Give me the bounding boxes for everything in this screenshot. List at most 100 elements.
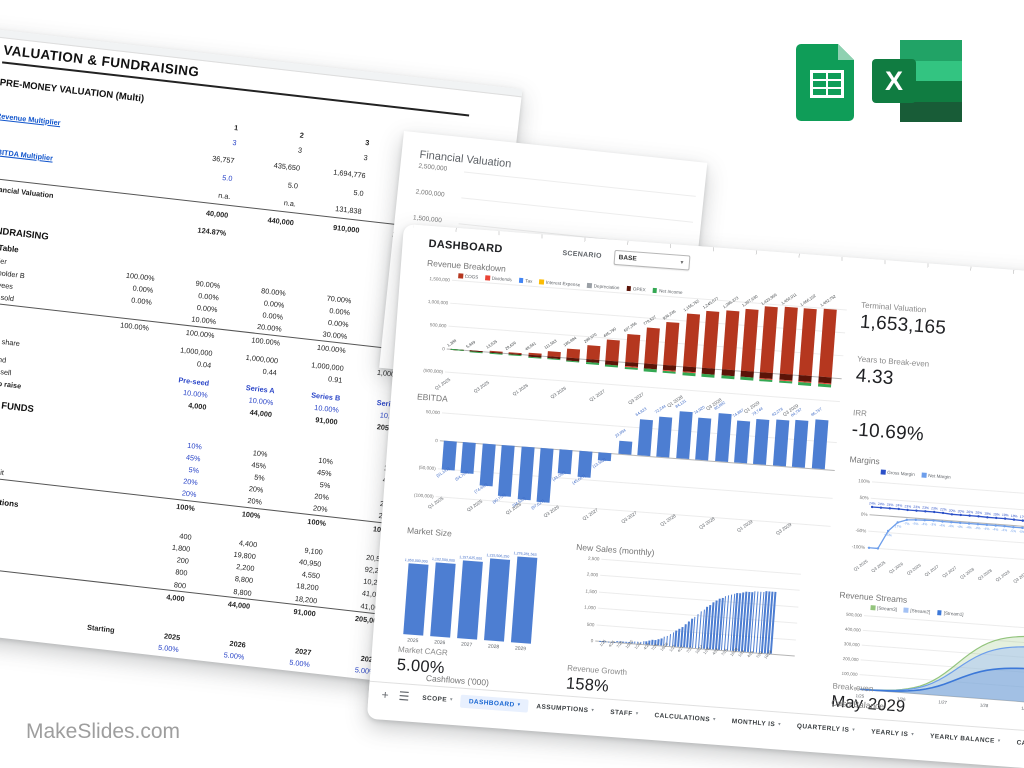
bar-segment bbox=[779, 307, 798, 375]
bar-segment bbox=[702, 310, 720, 369]
bar-value-label: 298,670 bbox=[582, 331, 598, 345]
bar bbox=[457, 560, 483, 640]
tab-dropdown-icon: ▾ bbox=[635, 710, 639, 717]
legend-swatch bbox=[539, 279, 545, 285]
scenario-dropdown[interactable]: BASE ▼ bbox=[613, 249, 691, 271]
legend-swatch bbox=[903, 607, 909, 613]
svg-text:-3%: -3% bbox=[930, 522, 936, 526]
x-tick-label: 2027 bbox=[460, 641, 473, 649]
bar-segment bbox=[605, 340, 621, 362]
ebitda-chart[interactable]: EBITDA 50,000 0 (50,000) (100,000) (51,141) Q1… bbox=[408, 391, 840, 550]
plot-area: 1,500,000 1,000,000 500,000 0 (500,000) 1,388… bbox=[419, 276, 849, 417]
svg-text:200,000: 200,000 bbox=[843, 656, 860, 662]
bar-segment bbox=[682, 372, 696, 376]
bar-segment bbox=[624, 366, 638, 370]
legend-swatch bbox=[652, 288, 658, 293]
excel-x-glyph: X bbox=[872, 59, 916, 103]
x-tick-label: Q1 2027 bbox=[588, 388, 607, 403]
svg-text:20%: 20% bbox=[949, 509, 956, 513]
legend-swatch bbox=[921, 472, 927, 478]
bar bbox=[656, 416, 673, 458]
bar-value-label: (54,704) bbox=[454, 468, 470, 482]
x-tick-label: Q3 2026 bbox=[549, 385, 568, 400]
sheet-tab-cashflow[interactable]: CASHFLOW▾ bbox=[1016, 738, 1024, 749]
bar bbox=[510, 556, 538, 644]
x-tick-label: 2029 bbox=[514, 645, 527, 653]
svg-text:Q1 2026: Q1 2026 bbox=[888, 561, 905, 575]
legend-item: [Stream2] bbox=[903, 607, 930, 615]
margins-chart[interactable]: Margins Gross Margin Net Margin 100% 50% 0% -5… bbox=[840, 454, 1024, 599]
sheet-tab-assumptions[interactable]: ASSUMPTIONS ▾ bbox=[536, 702, 595, 714]
bar-segment bbox=[701, 373, 715, 378]
legend-swatch bbox=[937, 610, 942, 616]
y-tick-label: 1,500,000 bbox=[429, 276, 451, 283]
svg-text:Q3 2026: Q3 2026 bbox=[906, 562, 923, 576]
x-tick-label: Q3 2026 bbox=[543, 504, 561, 519]
revenue-breakdown-chart[interactable]: Revenue Breakdown COGS Dividends Tax Interes… bbox=[418, 258, 851, 419]
cell bbox=[95, 223, 161, 230]
bar bbox=[460, 442, 477, 474]
cell bbox=[47, 639, 113, 646]
bar-value-label: 13,525 bbox=[484, 339, 498, 350]
y-tick-label: 0 bbox=[442, 346, 445, 352]
bar bbox=[577, 450, 593, 478]
sheet-tab-staff[interactable]: STAFF ▾ bbox=[609, 708, 639, 718]
sheet-tab-calculations[interactable]: CALCULATIONS ▾ bbox=[654, 711, 717, 723]
svg-text:-5%: -5% bbox=[1019, 530, 1024, 534]
sheet-tab-quarterly-is[interactable]: QUARTERLY IS ▾ bbox=[796, 722, 856, 734]
dashboard-sheet: DASHBOARD SCENARIO BASE ▼ Revenue Breakd… bbox=[366, 224, 1024, 768]
svg-text:Q3 2028: Q3 2028 bbox=[977, 567, 994, 581]
svg-text:-100%: -100% bbox=[852, 544, 866, 550]
market-size-chart[interactable]: Market Size 1,050,000,000 2025 1,102,500,00… bbox=[398, 525, 547, 657]
bar-segment bbox=[547, 358, 561, 361]
x-tick-label: 2026 bbox=[433, 639, 446, 647]
svg-text:-4%: -4% bbox=[966, 525, 972, 529]
svg-text:1/27: 1/27 bbox=[938, 699, 947, 705]
svg-text:-17%: -17% bbox=[893, 524, 901, 529]
svg-text:24%: 24% bbox=[895, 503, 902, 507]
svg-text:-4%: -4% bbox=[939, 523, 945, 527]
bar-segment bbox=[721, 310, 740, 371]
bar bbox=[811, 419, 829, 470]
y-tick-label: 1,000,000 bbox=[427, 299, 449, 306]
legend-swatch bbox=[880, 469, 886, 475]
svg-text:23%: 23% bbox=[904, 504, 911, 508]
new-sales-chart[interactable]: New Sales (monthly) 2,500 2,000 1,500 1,000 5… bbox=[567, 542, 804, 687]
cell bbox=[75, 397, 141, 404]
sheet-tab-yearly-balance[interactable]: YEARLY BALANCE ▾ bbox=[929, 732, 1001, 745]
svg-text:Q3 2029: Q3 2029 bbox=[1012, 570, 1024, 584]
tab-dropdown-icon: ▾ bbox=[712, 716, 717, 723]
svg-text:Q1 2025: Q1 2025 bbox=[853, 558, 870, 572]
cell bbox=[53, 588, 119, 595]
bar-segment bbox=[759, 378, 773, 383]
sheet-tab-monthly-is[interactable]: MONTHLY IS ▾ bbox=[731, 717, 782, 728]
revenue-streams-chart[interactable]: Revenue Streams [Stream3] [Stream2] [Stream… bbox=[831, 590, 1024, 726]
sheet-tab-scope[interactable]: SCOPE ▾ bbox=[422, 694, 454, 704]
y-tick-label: 500,000 bbox=[429, 322, 447, 329]
tab-dropdown-icon: ▾ bbox=[449, 696, 454, 703]
scenario-value: BASE bbox=[618, 254, 637, 263]
y-tick-label: 500 bbox=[586, 621, 595, 627]
x-tick-label: Q1 2027 bbox=[581, 507, 600, 522]
bar bbox=[637, 418, 654, 457]
svg-text:20%: 20% bbox=[957, 509, 964, 513]
all-sheets-menu-icon[interactable]: ☰ bbox=[398, 688, 410, 704]
sheet-tab-yearly-is[interactable]: YEARLY IS ▾ bbox=[870, 727, 915, 738]
legend-item: Tax bbox=[518, 278, 533, 284]
svg-text:300,000: 300,000 bbox=[844, 641, 861, 647]
legend-item: Depreciation bbox=[587, 283, 620, 290]
tab-dropdown-icon: ▾ bbox=[910, 731, 915, 738]
svg-text:1/26: 1/26 bbox=[897, 696, 906, 702]
x-tick-label: Q1 2028 bbox=[659, 513, 677, 528]
add-sheet-button[interactable]: + bbox=[381, 687, 390, 703]
legend-swatch bbox=[870, 605, 876, 611]
svg-text:Q3 2025: Q3 2025 bbox=[870, 559, 887, 573]
svg-text:-5%: -5% bbox=[1010, 529, 1016, 533]
sheet-tab-dashboard[interactable]: DASHBOARD ▾ bbox=[460, 694, 529, 713]
legend-swatch bbox=[518, 278, 524, 283]
bar bbox=[772, 419, 790, 467]
svg-text:1/28: 1/28 bbox=[980, 703, 989, 709]
bar-segment bbox=[662, 370, 677, 374]
bar bbox=[617, 440, 632, 455]
